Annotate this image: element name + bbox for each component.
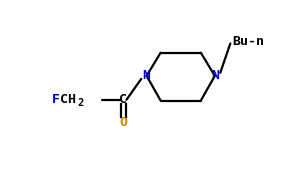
Text: N: N: [143, 69, 151, 82]
Text: N: N: [211, 69, 219, 82]
Text: F: F: [52, 93, 60, 106]
Text: Bu-n: Bu-n: [232, 36, 264, 48]
Text: O: O: [119, 116, 127, 129]
Text: CH: CH: [60, 93, 76, 106]
Text: C: C: [119, 93, 127, 106]
Text: 2: 2: [77, 98, 83, 108]
